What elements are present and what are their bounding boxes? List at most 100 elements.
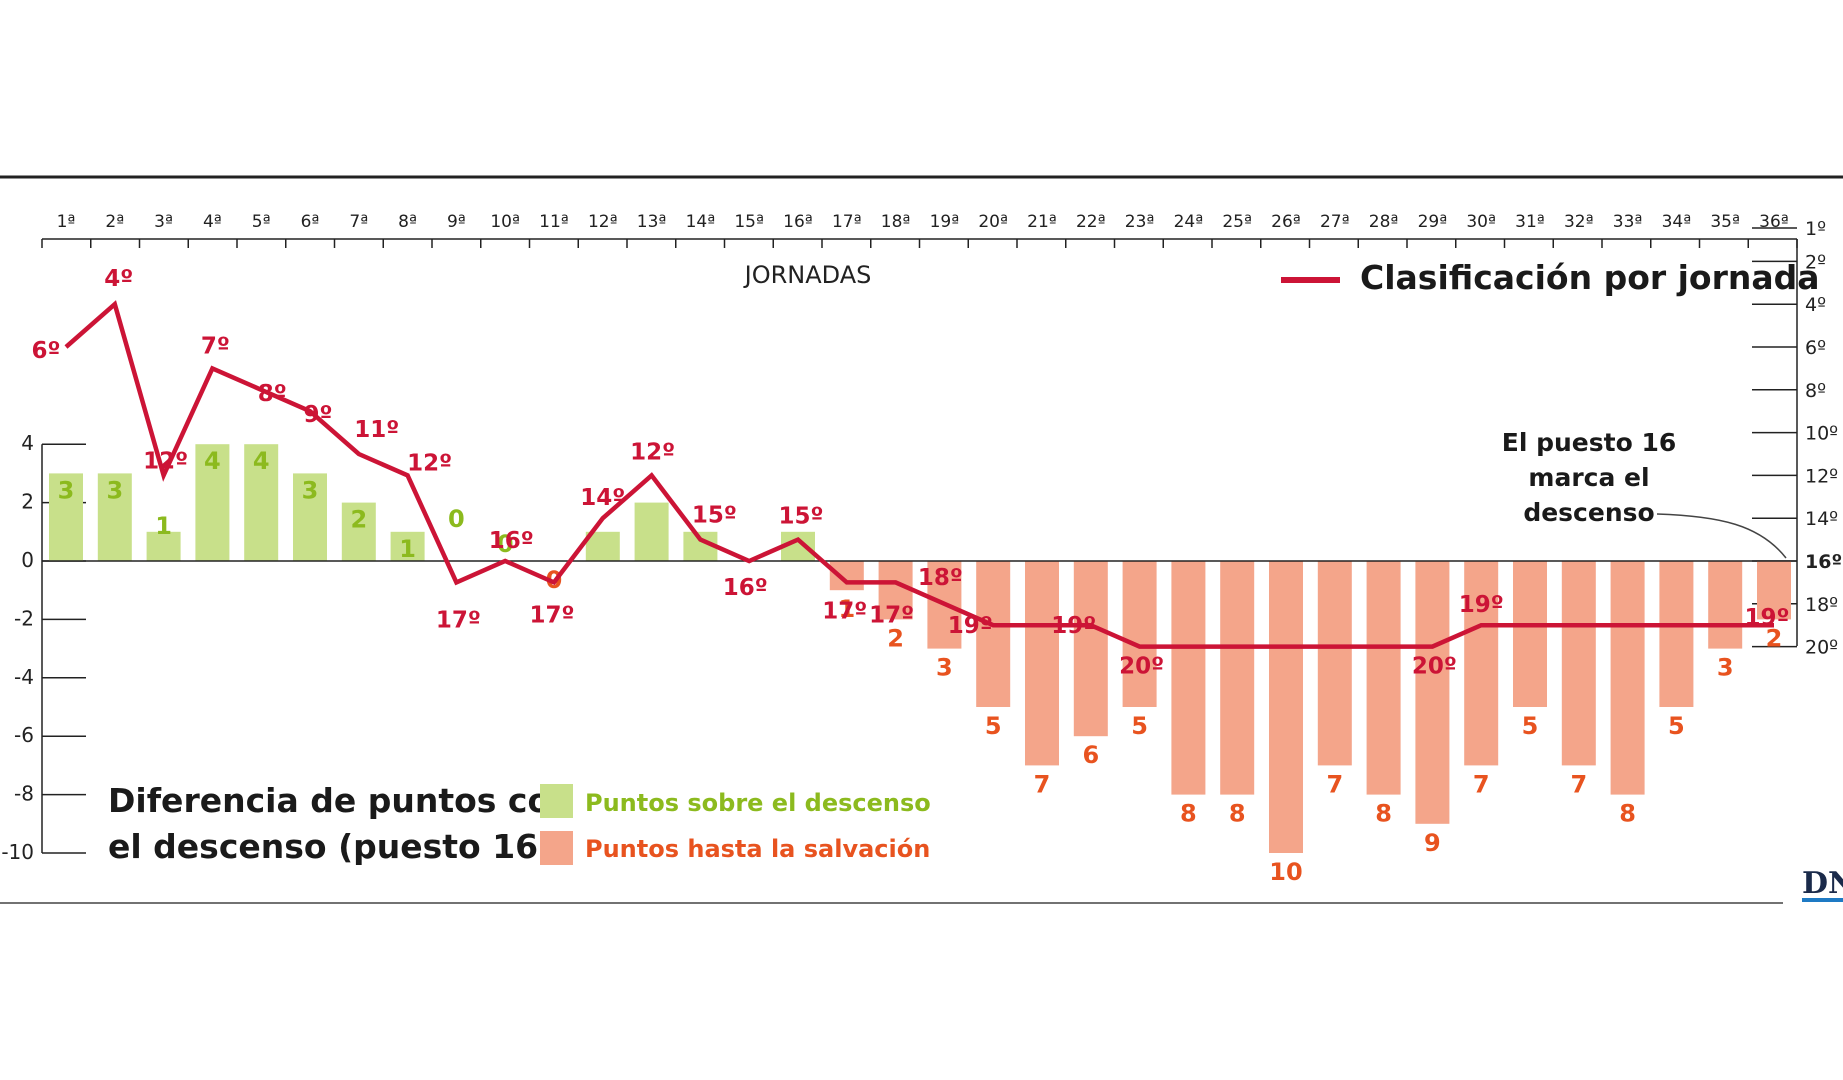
jornada-label: 33ª [1613, 212, 1643, 232]
ranking-label: 19º [948, 613, 993, 639]
ranking-label: 4º [104, 266, 133, 292]
jornada-label: 25ª [1222, 212, 1252, 232]
right-axis-tick-label: 8º [1805, 380, 1826, 402]
bar-above [634, 502, 669, 561]
bar-below [1269, 561, 1303, 853]
bar-below [1415, 561, 1450, 824]
jornada-ticks [41, 239, 1798, 248]
bar-below [1171, 561, 1206, 795]
bar-below [1659, 561, 1694, 707]
ranking-label: 16º [723, 575, 768, 601]
ranking-label: 19º [1051, 613, 1096, 639]
jornada-label: 7ª [349, 212, 368, 232]
bar-value-label-below: 2 [1766, 624, 1783, 652]
jornada-label: 21ª [1027, 212, 1057, 232]
jornada-label: 31ª [1515, 212, 1545, 232]
bar-value-label-below: 7 [1570, 770, 1587, 798]
bar-below [1025, 561, 1059, 766]
annotation-leader [1656, 513, 1787, 559]
bar-below [1757, 561, 1791, 620]
right-axis-tick-label: 16º [1805, 551, 1842, 573]
jornada-label: 13ª [637, 212, 667, 232]
jornada-label: 23ª [1125, 212, 1155, 232]
jornada-labels: 1ª 2ª 3ª 4ª 5ª 6ª 7ª 8ª 9ª 10ª 11ª 12ª 13ª 14ª 15ª 16ª 1… [57, 212, 1789, 232]
ranking-label: 17º [822, 598, 867, 624]
bar-value-label-below: 3 [1717, 654, 1734, 682]
bar-value-label-above: 2 [350, 506, 367, 534]
bar-value-label-below: 5 [1131, 712, 1148, 740]
ranking-label: 11º [354, 417, 399, 443]
right-axis-tick-label: 4º [1805, 294, 1826, 316]
bar-value-label-below: 8 [1375, 800, 1392, 828]
left-axis-tick-label: -6 [14, 723, 34, 747]
bar-below [1708, 561, 1743, 649]
bar-below [1366, 561, 1401, 795]
bar-below [1220, 561, 1255, 795]
ranking-label: 17º [869, 602, 914, 628]
legend-label-below: Puntos hasta la salvación [585, 835, 930, 863]
bar-below [829, 561, 864, 591]
bar-above [97, 473, 132, 561]
jornada-label: 1ª [57, 212, 76, 232]
jornada-label: 12ª [588, 212, 618, 232]
left-axis-tick-label: 4 [21, 431, 34, 455]
ranking-label: 7º [201, 333, 230, 359]
left-axis-tick-label: 0 [21, 548, 34, 572]
ranking-label: 19º [1459, 592, 1504, 618]
legend-swatch-above [540, 784, 573, 818]
jornada-label: 8ª [398, 212, 417, 232]
legend-swatch-below [540, 831, 573, 865]
ranking-label: 9º [304, 402, 333, 428]
bar-value-label-above: 1 [155, 512, 172, 540]
bar-value-label-below: 7 [1034, 770, 1051, 798]
bar-value-label-below: 5 [1668, 712, 1685, 740]
jornada-label: 15ª [734, 212, 764, 232]
right-axis: 1º 2º 4º 6º 8º 10º 12º 14º 16º 18º 20º [1752, 218, 1842, 659]
annotation-line-2: marca el [1528, 463, 1649, 492]
bar-value-label-above: 0 [497, 530, 514, 558]
right-axis-tick-label: 2º [1805, 251, 1826, 273]
bars [49, 444, 1791, 853]
jornada-label: 24ª [1174, 212, 1204, 232]
left-axis-tick-label: -10 [1, 840, 34, 864]
bar-below [1561, 561, 1596, 766]
jornada-label: 17ª [832, 212, 862, 232]
chart-title-line-1: Diferencia de puntos con [108, 781, 574, 820]
jornada-label: 11ª [539, 212, 569, 232]
jornada-label: 28ª [1369, 212, 1399, 232]
bar-value-label-below: 1 [838, 595, 855, 623]
jornada-label: 26ª [1271, 212, 1301, 232]
ranking-label: 15º [779, 504, 824, 530]
bar-above [195, 444, 230, 561]
annotation-line-1: El puesto 16 [1502, 428, 1677, 457]
bar-below [1122, 561, 1157, 707]
jornada-label: 30ª [1466, 212, 1496, 232]
bar-value-label-below: 7 [1326, 770, 1343, 798]
right-axis-tick-label: 12º [1805, 465, 1838, 487]
ranking-label: 18º [918, 565, 963, 591]
bar-below [1073, 561, 1108, 737]
bar-value-label-below: 5 [1522, 712, 1539, 740]
jornada-label: 20ª [978, 212, 1008, 232]
bar-value-label-above: 3 [58, 476, 75, 504]
ranking-line [64, 300, 1774, 649]
ranking-label: 20º [1119, 654, 1164, 680]
bar-value-label-above: 0 [448, 505, 465, 533]
ranking-label: 17º [530, 602, 575, 628]
annotation-line-3: descenso [1523, 498, 1654, 527]
left-axis-tick-label: 2 [21, 490, 34, 514]
bar-value-label-below: 9 [1424, 829, 1441, 857]
ranking-label: 19º [1745, 605, 1790, 631]
bar-above [293, 473, 327, 561]
jornada-label: 16ª [783, 212, 813, 232]
jornada-label: 5ª [252, 212, 271, 232]
bar-value-label-below: 10 [1269, 858, 1302, 886]
jornada-label: 35ª [1710, 212, 1740, 232]
bar-value-label-above: 1 [399, 535, 416, 563]
jornada-label: 10ª [490, 212, 520, 232]
ranking-label: 12º [143, 448, 188, 474]
jornada-label: 3ª [154, 212, 173, 232]
bar-below [1317, 561, 1352, 766]
ranking-label: 12º [407, 450, 452, 476]
